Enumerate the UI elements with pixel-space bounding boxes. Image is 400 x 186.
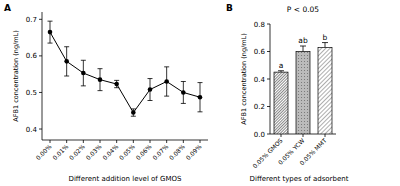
chart: A 0.4 0.5 0.6 0.7 AFB1 concentration (ng/mL) 0…: [0, 0, 400, 186]
y-tick-label: 0.7: [26, 16, 37, 24]
y-axis-line: [42, 12, 43, 140]
x-tick: [183, 140, 184, 143]
error-bar: [322, 43, 328, 48]
data-point: [98, 77, 103, 82]
y-tick-label: 0.2: [254, 103, 265, 111]
x-tick: [66, 140, 67, 143]
x-tick: [50, 140, 51, 143]
data-point: [64, 59, 69, 64]
x-tick-label: 0.00%: [34, 143, 53, 162]
y-tick: [39, 129, 42, 130]
data-point: [148, 87, 153, 92]
panel-label: A: [4, 3, 11, 13]
y-tick: [39, 92, 42, 93]
data-point: [164, 79, 169, 84]
x-axis-title: Different addition level of GMOS: [69, 175, 182, 183]
error-bar: [48, 21, 53, 43]
x-tick-label: 0.01%: [51, 143, 70, 162]
y-tick: [267, 51, 270, 52]
y-tick: [267, 24, 270, 25]
y-tick: [39, 19, 42, 20]
panel: A 0.4 0.5 0.6 0.7 AFB1 concentration (ng/mL) 0…: [4, 3, 208, 183]
x-tick: [83, 140, 84, 143]
x-tick-label: 0.05%: [118, 143, 137, 162]
data-line: [50, 32, 200, 112]
error-bar: [98, 69, 103, 91]
x-tick-label: 0.06%: [134, 143, 153, 162]
error-bar: [164, 67, 169, 96]
y-axis-title: AFB1 concentration (ng/mL): [240, 33, 248, 124]
chart-title: P < 0.05: [287, 5, 320, 14]
x-tick: [150, 140, 151, 143]
y-tick-label: 0.0: [254, 131, 265, 139]
x-tick: [200, 140, 201, 143]
x-tick-label: 0.07%: [151, 143, 170, 162]
y-tick-label: 0.4: [254, 76, 266, 84]
error-bar: [278, 71, 284, 72]
significance-letter: ab: [298, 36, 308, 45]
x-tick-label: 0.04%: [101, 143, 120, 162]
y-tick: [267, 79, 270, 80]
significance-letter: b: [323, 33, 328, 42]
x-tick: [325, 134, 326, 137]
error-bar: [64, 47, 69, 76]
y-tick: [267, 134, 270, 135]
error-bar: [300, 46, 306, 52]
x-tick-label: 0.02%: [68, 143, 87, 162]
x-axis-title: Different types of adsorbent: [250, 175, 349, 183]
data-point: [131, 110, 136, 115]
y-tick-label: 0.6: [26, 52, 38, 60]
plot-area: [48, 21, 203, 116]
y-tick-label: 0.8: [254, 21, 265, 29]
data-point: [114, 82, 119, 87]
x-tick: [100, 140, 101, 143]
data-point: [81, 71, 86, 76]
bar: [296, 52, 310, 135]
plot-area: [274, 43, 332, 134]
error-bar: [181, 81, 186, 103]
y-tick-label: 0.4: [26, 126, 38, 134]
x-tick-label: 0.09%: [184, 143, 203, 162]
significance-letter: a: [279, 61, 284, 70]
y-tick-label: 0.5: [26, 89, 37, 97]
error-bar: [198, 83, 203, 112]
x-tick: [303, 134, 304, 137]
x-tick: [116, 140, 117, 143]
data-point: [198, 95, 203, 100]
data-point: [181, 90, 186, 95]
error-bar: [114, 80, 119, 87]
x-tick: [133, 140, 134, 143]
y-tick: [39, 55, 42, 56]
data-point: [48, 30, 53, 35]
y-axis-title: AFB1 concentration (ng/mL): [12, 30, 20, 121]
error-bar: [148, 79, 153, 101]
x-tick-label: 0.08%: [168, 143, 187, 162]
y-tick: [267, 106, 270, 107]
error-bar: [81, 60, 86, 86]
x-tick-label: 0.03%: [84, 143, 103, 162]
x-tick-label: 0.05% MMT: [298, 137, 328, 167]
y-tick-label: 0.6: [254, 48, 266, 56]
bar: [274, 72, 288, 134]
panel: B P < 0.05 0.0 0.2 0.4 0.6 0.8 AFB1 concentrati…: [226, 3, 349, 183]
error-bar: [131, 109, 136, 116]
panel-label: B: [226, 3, 233, 13]
x-tick: [281, 134, 282, 137]
bar: [318, 47, 332, 134]
x-tick: [166, 140, 167, 143]
